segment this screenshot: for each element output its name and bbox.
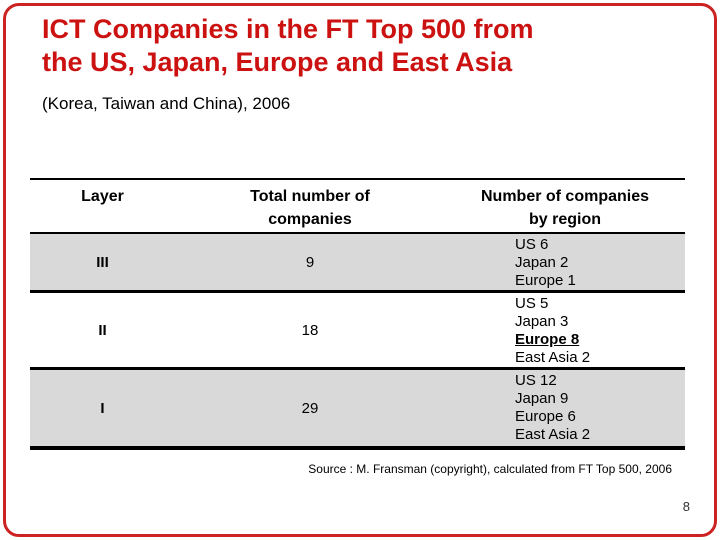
region-line: East Asia 2 — [515, 349, 591, 366]
region-line: Japan 2 — [515, 254, 569, 271]
slide-title-line1: ICT Companies in the FT Top 500 from — [42, 14, 534, 44]
header-layer: Layer — [30, 180, 175, 232]
page-number: 8 — [682, 499, 690, 514]
header-total-line1: Total number of — [250, 188, 370, 205]
region-line: Europe 6 — [515, 408, 576, 425]
region-line: US 6 — [515, 236, 549, 253]
header-total-line2: companies — [268, 211, 352, 228]
source-note: Source : M. Fransman (copyright), calcul… — [308, 462, 672, 476]
slide-title: ICT Companies in the FT Top 500 from the… — [42, 13, 682, 79]
region-line: US 5 — [515, 295, 549, 312]
total-cell: 9 — [305, 253, 315, 271]
header-layer-label: Layer — [81, 188, 124, 205]
region-line: East Asia 2 — [515, 426, 591, 443]
table-row-layer-3: III 9 US 6 Japan 2 Europe 1 — [30, 234, 685, 293]
slide-subtitle: (Korea, Taiwan and China), 2006 — [42, 94, 291, 113]
regions-cell: US 6 Japan 2 Europe 1 — [445, 234, 685, 290]
table-row-layer-2: II 18 US 5 Japan 3 Europe 8 East Asia 2 — [30, 293, 685, 370]
table-row-layer-1: I 29 US 12 Japan 9 Europe 6 East Asia 2 — [30, 370, 685, 446]
slide-title-line2: the US, Japan, Europe and East Asia — [42, 47, 513, 77]
layer-cell: II — [98, 321, 107, 339]
header-region: Number of companies by region — [445, 180, 685, 232]
region-line-emphasized: Europe 8 — [515, 331, 580, 348]
header-region-line1: Number of companies — [480, 188, 650, 205]
region-line: US 12 — [515, 372, 557, 389]
companies-table: Layer Total number of companies Number o… — [30, 178, 685, 450]
regions-cell: US 5 Japan 3 Europe 8 East Asia 2 — [445, 293, 685, 367]
region-line: Japan 9 — [515, 390, 569, 407]
total-cell: 18 — [301, 321, 319, 339]
region-line: Europe 1 — [515, 272, 576, 289]
total-cell: 29 — [301, 399, 319, 417]
layer-cell: III — [96, 253, 109, 271]
header-total: Total number of companies — [175, 180, 445, 232]
table-header-row: Layer Total number of companies Number o… — [30, 180, 685, 234]
header-region-line2: by region — [528, 211, 601, 228]
regions-cell: US 12 Japan 9 Europe 6 East Asia 2 — [445, 370, 685, 446]
layer-cell: I — [100, 399, 105, 417]
region-line: Japan 3 — [515, 313, 569, 330]
